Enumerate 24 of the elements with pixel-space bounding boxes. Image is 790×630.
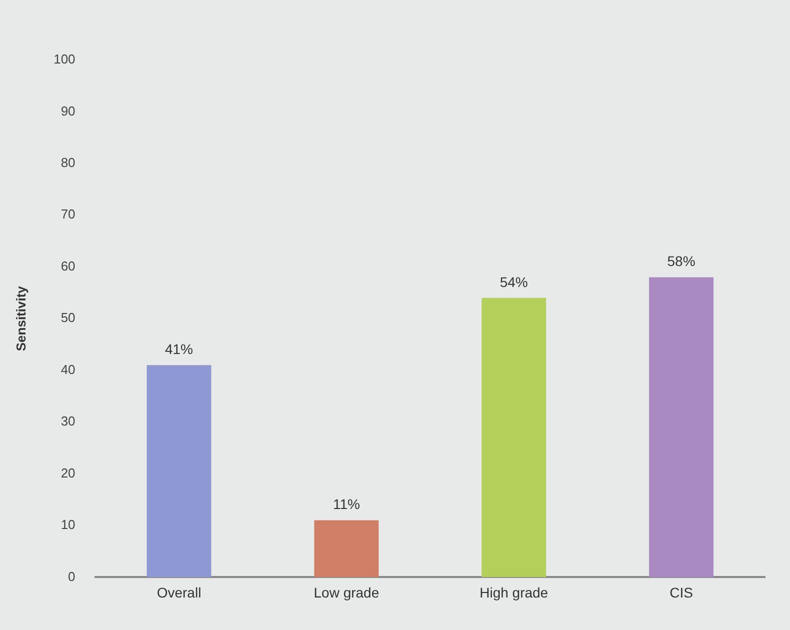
data-label: 11% (332, 496, 360, 512)
y-tick-label: 60 (60, 258, 76, 274)
data-label: 54% (500, 274, 528, 290)
x-tick-label: Overall (156, 584, 202, 600)
y-tick-label: 100 (54, 52, 76, 67)
y-tick-label: 10 (60, 517, 76, 532)
y-tick-label: 30 (60, 414, 76, 429)
y-tick-label: 20 (60, 465, 76, 480)
bar (482, 298, 546, 578)
x-tick-label: High grade (480, 584, 548, 600)
bar (314, 520, 379, 578)
y-axis-title: Sensitivity (13, 285, 28, 352)
x-tick-label: Low grade (314, 584, 380, 600)
y-tick-label: 0 (68, 568, 76, 584)
data-label: 58% (667, 253, 696, 270)
y-tick-label: 50 (60, 310, 76, 326)
y-tick-label: 90 (60, 103, 76, 118)
y-tick-label: 40 (60, 362, 76, 377)
y-tick-label: 70 (60, 206, 76, 222)
bar (649, 277, 714, 578)
x-tick-label: CIS (670, 584, 693, 600)
data-label: 41% (164, 341, 194, 358)
bar (146, 365, 212, 578)
y-tick-label: 80 (60, 155, 76, 170)
